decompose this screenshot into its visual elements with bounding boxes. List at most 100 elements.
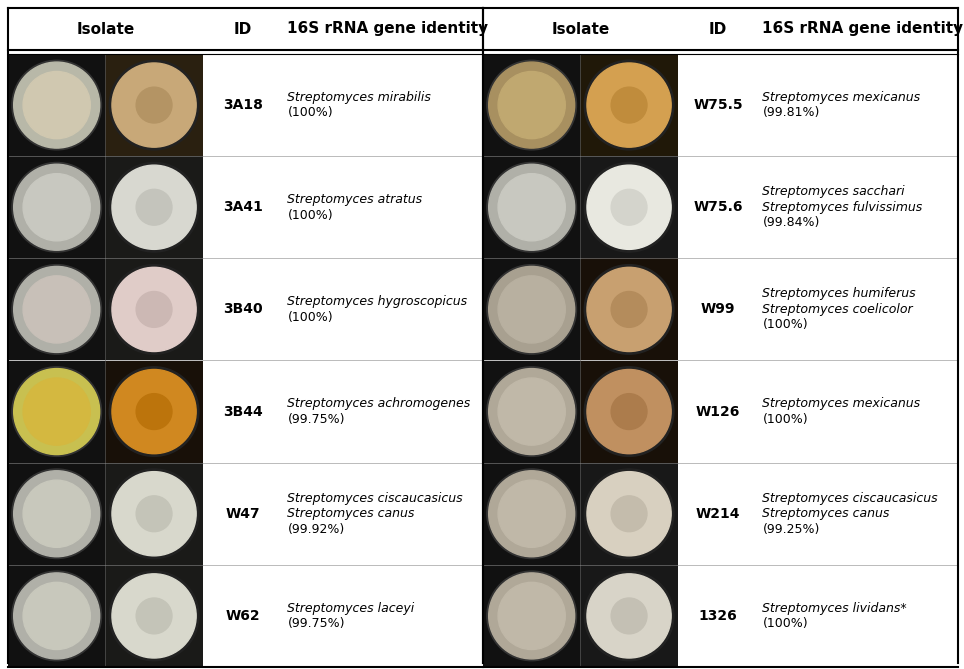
Text: Streptomyces sacchari: Streptomyces sacchari (763, 185, 905, 198)
Circle shape (13, 573, 99, 659)
Circle shape (587, 63, 671, 147)
Text: Streptomyces atratus: Streptomyces atratus (287, 193, 422, 206)
Bar (483, 258, 580, 361)
Text: Streptomyces mexicanus: Streptomyces mexicanus (763, 91, 921, 104)
Circle shape (611, 393, 647, 429)
Bar (483, 54, 580, 156)
Text: (99.92%): (99.92%) (287, 522, 345, 536)
Bar (580, 156, 678, 258)
Circle shape (136, 189, 172, 225)
Bar (105, 258, 202, 361)
Text: W214: W214 (696, 506, 740, 520)
Circle shape (611, 189, 647, 225)
Bar (8, 54, 105, 156)
Text: 1326: 1326 (699, 609, 737, 623)
Circle shape (109, 163, 199, 252)
Circle shape (136, 598, 172, 634)
Circle shape (13, 62, 99, 148)
Bar (483, 361, 580, 463)
Bar (8, 156, 105, 258)
Circle shape (23, 480, 91, 547)
Text: 16S rRNA gene identity: 16S rRNA gene identity (287, 21, 489, 37)
Circle shape (13, 369, 99, 454)
Circle shape (587, 268, 671, 351)
Circle shape (489, 62, 575, 148)
Circle shape (587, 574, 671, 658)
Text: ID: ID (234, 21, 253, 37)
Circle shape (23, 174, 91, 241)
Bar (105, 156, 202, 258)
Circle shape (109, 469, 199, 559)
Bar (580, 463, 678, 565)
Circle shape (611, 292, 647, 327)
Bar (8, 258, 105, 361)
Circle shape (136, 393, 172, 429)
Circle shape (23, 276, 91, 343)
Circle shape (498, 174, 565, 241)
Text: (99.25%): (99.25%) (763, 522, 819, 536)
Circle shape (587, 165, 671, 250)
Circle shape (498, 582, 565, 650)
Text: Streptomyces ciscaucasicus: Streptomyces ciscaucasicus (287, 492, 463, 504)
Circle shape (109, 265, 199, 354)
Text: W47: W47 (226, 506, 260, 520)
Text: 16S rRNA gene identity: 16S rRNA gene identity (763, 21, 964, 37)
Bar (105, 565, 202, 667)
Text: Streptomyces canus: Streptomyces canus (763, 507, 890, 520)
Bar (580, 54, 678, 156)
Circle shape (487, 60, 576, 150)
Circle shape (109, 571, 199, 661)
Circle shape (23, 72, 91, 138)
Text: Isolate: Isolate (551, 21, 609, 37)
Circle shape (12, 60, 101, 150)
Circle shape (611, 87, 647, 123)
Circle shape (487, 367, 576, 456)
Circle shape (489, 573, 575, 659)
Text: (100%): (100%) (287, 209, 334, 221)
Circle shape (109, 60, 199, 150)
Text: 3A18: 3A18 (224, 98, 263, 112)
Bar (8, 361, 105, 463)
Circle shape (112, 369, 196, 454)
Circle shape (498, 72, 565, 138)
Bar (580, 361, 678, 463)
Circle shape (12, 571, 101, 661)
Circle shape (12, 265, 101, 354)
Text: Streptomyces achromogenes: Streptomyces achromogenes (287, 397, 470, 410)
Circle shape (136, 292, 172, 327)
Circle shape (584, 163, 674, 252)
Circle shape (498, 378, 565, 445)
Text: (100%): (100%) (287, 310, 334, 324)
Text: 3B44: 3B44 (224, 405, 263, 419)
Circle shape (489, 266, 575, 353)
Text: Streptomyces humiferus: Streptomyces humiferus (763, 288, 916, 300)
Circle shape (611, 598, 647, 634)
Circle shape (487, 265, 576, 354)
Text: W62: W62 (226, 609, 260, 623)
Circle shape (136, 496, 172, 532)
Circle shape (12, 469, 101, 559)
Bar (483, 156, 580, 258)
Circle shape (611, 496, 647, 532)
Circle shape (23, 378, 91, 445)
Text: (99.84%): (99.84%) (763, 216, 819, 229)
Bar (483, 463, 580, 565)
Text: Streptomyces hygroscopicus: Streptomyces hygroscopicus (287, 295, 468, 308)
Circle shape (584, 469, 674, 559)
Text: Streptomyces mirabilis: Streptomyces mirabilis (287, 91, 431, 104)
Text: (99.75%): (99.75%) (287, 617, 345, 630)
Text: Streptomyces coelicolor: Streptomyces coelicolor (763, 303, 913, 316)
Circle shape (112, 165, 196, 250)
Circle shape (112, 268, 196, 351)
Text: (99.81%): (99.81%) (763, 106, 819, 119)
Bar (105, 54, 202, 156)
Circle shape (13, 165, 99, 250)
Circle shape (112, 472, 196, 556)
Circle shape (487, 163, 576, 252)
Text: Isolate: Isolate (76, 21, 135, 37)
Circle shape (12, 163, 101, 252)
Text: W75.6: W75.6 (693, 200, 743, 214)
Text: (100%): (100%) (763, 318, 808, 331)
Circle shape (587, 369, 671, 454)
Text: (100%): (100%) (763, 617, 808, 630)
